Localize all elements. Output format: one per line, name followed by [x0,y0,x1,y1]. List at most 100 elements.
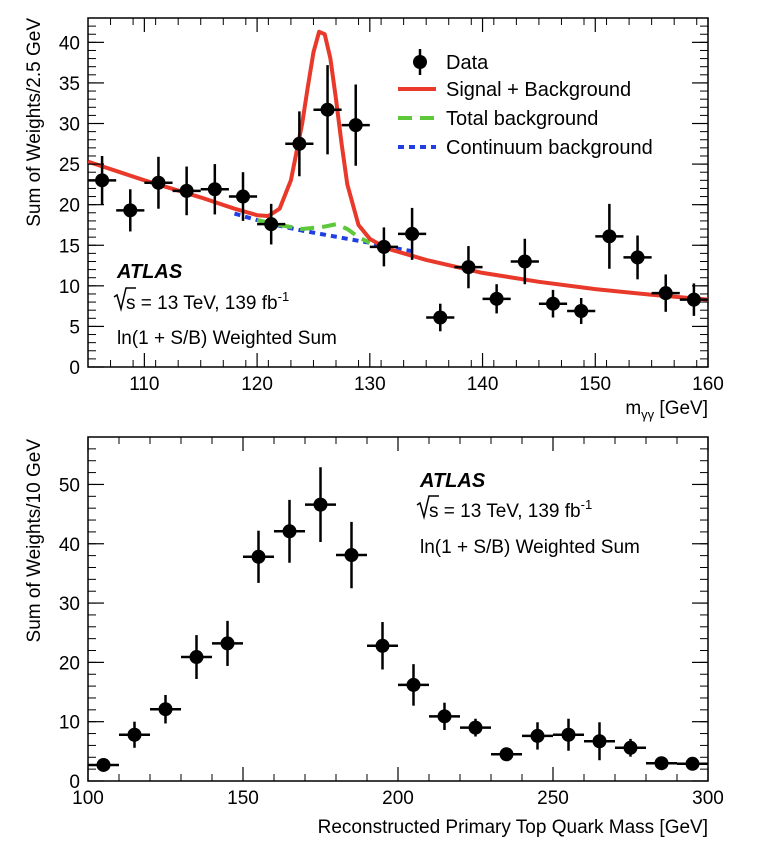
x-tick-label: 110 [129,374,159,395]
total-background-curve [256,218,371,245]
data-point [150,695,181,724]
x-axis-title: Reconstructed Primary Top Quark Mass [Ge… [318,817,708,838]
data-point [522,722,553,750]
data-point [426,303,455,332]
data-points-layer [88,65,708,332]
data-point [567,298,596,324]
data-marker [220,636,235,651]
y-tick-label: 30 [59,115,80,136]
data-point [491,747,522,762]
data-point [341,84,370,166]
data-marker [686,292,701,307]
data-point [228,172,258,221]
data-point [538,289,568,318]
y-tick-label: 0 [69,358,80,379]
data-marker [602,229,617,244]
data-marker [282,524,297,539]
y-tick-label: 30 [59,594,80,615]
data-point [285,111,314,177]
data-marker [151,175,166,190]
data-point [88,757,119,772]
data-point [212,620,243,666]
data-point [454,246,483,289]
data-marker [251,549,266,564]
data-point [651,274,680,312]
x-tick-label: 200 [382,788,414,809]
data-point [623,235,652,280]
axis-ticks: 110 120 130 140 150 160 0 5 10 15 20 25 30 35 40 [59,17,724,395]
data-marker [264,217,279,232]
x-axis-title-main: m [625,398,641,419]
legend-marker-data [413,49,427,75]
x-tick-label: 120 [241,374,273,395]
data-point [398,207,427,260]
plot-frame [87,436,709,782]
data-marker [461,260,476,275]
data-point [460,718,491,737]
data-marker [236,189,250,204]
data-point [510,238,539,285]
sqrt-symbol [416,495,439,520]
svg-text:s = 13 TeV, 139 fb-1: s = 13 TeV, 139 fb-1 [126,289,289,314]
energy-label: s = 13 TeV, 139 fb-1 [113,287,289,314]
svg-text:s = 13 TeV, 139 fb-1: s = 13 TeV, 139 fb-1 [429,497,592,522]
data-point [313,65,342,155]
data-marker [468,720,483,735]
data-point [677,756,708,771]
data-marker [375,638,390,653]
energy-label: s = 13 TeV, 139 fb-1 [416,495,592,522]
y-axis-title: Sum of Weights/2.5 GeV [24,18,45,227]
data-marker [437,709,452,724]
data-marker [189,650,204,665]
data-marker [320,102,335,117]
data-marker [376,239,391,254]
data-marker [623,740,638,755]
data-point [144,156,173,209]
data-marker [292,136,307,151]
data-marker [630,250,645,265]
data-marker [127,727,142,742]
panel-diphoton-mass: 110 120 130 140 150 160 0 5 10 15 20 25 30 35 40 Sum o… [24,17,724,422]
x-tick-label: 130 [354,374,386,395]
y-tick-label: 40 [59,535,80,556]
data-point [172,166,201,216]
data-marker [313,497,328,512]
data-marker [433,310,448,325]
data-point [553,718,584,751]
energy-label-superscript: -1 [278,289,290,304]
atlas-label: ATLAS [116,261,183,283]
energy-label-superscript: -1 [581,497,593,512]
data-marker [685,756,700,771]
data-point [369,227,398,267]
data-point [119,721,150,748]
data-marker [95,173,110,188]
y-tick-label: 50 [59,475,80,496]
data-points-layer [88,467,708,772]
x-tick-label: 300 [692,788,724,809]
weighting-label: ln(1 + S/B) Weighted Sum [420,537,640,558]
data-point [116,189,145,232]
x-tick-label: 150 [579,374,611,395]
legend-label-continuum-background: Continuum background [446,137,653,159]
y-tick-label: 20 [59,196,80,217]
data-marker [517,254,532,269]
legend-label-total-background: Total background [446,108,598,130]
data-point [243,530,274,583]
data-marker [592,734,607,749]
y-tick-label: 5 [69,317,80,338]
y-tick-label: 40 [59,33,80,54]
data-point [200,164,229,215]
data-marker [207,182,222,197]
data-point [679,283,708,316]
energy-label-text: s = 13 TeV, 139 fb [429,501,581,522]
data-marker [406,677,421,692]
y-axis-title: Sum of Weights/10 GeV [24,439,45,643]
data-point [305,467,336,542]
data-point [429,702,460,730]
panel-top-quark-mass: 100 150 200 250 300 0 10 20 30 40 50 Sum of Weight… [24,436,724,838]
y-tick-label: 10 [59,277,80,298]
data-point [181,635,212,679]
atlas-label: ATLAS [419,470,486,492]
data-point [336,521,367,589]
x-tick-label: 150 [227,788,259,809]
